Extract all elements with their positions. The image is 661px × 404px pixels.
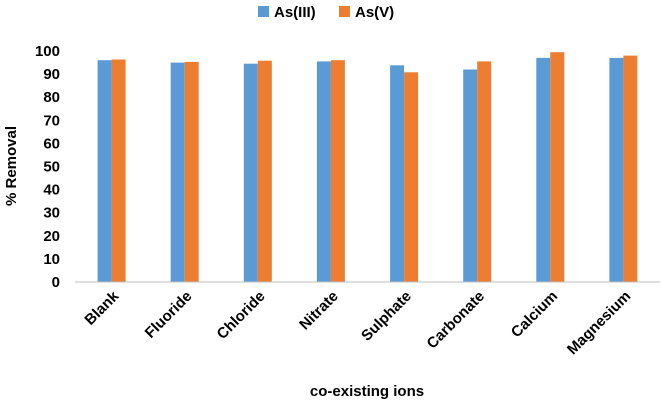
- x-axis-title: co-existing ions: [310, 383, 424, 400]
- bar-asv-nitrate: [330, 60, 345, 283]
- bar-asiii-magnesium: [609, 57, 624, 283]
- y-tick-label: 90: [43, 66, 60, 83]
- x-tick-label: Magnesium: [564, 288, 634, 358]
- legend-swatch: [339, 6, 350, 17]
- bar-asv-sulphate: [404, 72, 419, 282]
- x-tick-label: Chloride: [214, 288, 269, 343]
- bar-asv-calcium: [550, 52, 565, 283]
- bar-asv-chloride: [257, 60, 272, 283]
- legend-swatch: [258, 6, 269, 17]
- x-tick-label: Calcium: [508, 288, 561, 341]
- bar-asv-blank: [111, 59, 126, 282]
- bar-asiii-nitrate: [316, 61, 331, 283]
- y-axis-ticks: 0 10 20 30 40 50 60 70 80 90 100: [35, 43, 60, 291]
- y-axis-title: % Removal: [3, 126, 20, 206]
- x-tick-label: Nitrate: [296, 288, 342, 334]
- x-tick-label: Carbonate: [424, 288, 488, 352]
- x-tick-label: Fluoride: [142, 288, 196, 342]
- bar-asv-magnesium: [623, 55, 638, 282]
- bar-asv-fluoride: [184, 61, 199, 283]
- x-axis-tick-labels: Blank Fluoride Chloride Nitrate Sulphate Carb…: [81, 287, 634, 358]
- y-tick-label: 60: [43, 135, 60, 152]
- y-tick-label: 20: [43, 228, 60, 245]
- bars: [97, 52, 638, 283]
- bar-asiii-sulphate: [390, 65, 405, 282]
- bar-asiii-chloride: [243, 63, 258, 283]
- y-tick-label: 0: [52, 274, 60, 291]
- bar-asiii-carbonate: [463, 69, 478, 282]
- x-tick-label: Sulphate: [358, 288, 415, 345]
- x-tick-label: Blank: [81, 287, 122, 328]
- y-tick-label: 70: [43, 112, 60, 129]
- bar-asiii-fluoride: [170, 62, 185, 282]
- legend-label: As(III): [274, 4, 316, 21]
- y-tick-label: 30: [43, 205, 60, 222]
- bar-asiii-calcium: [536, 57, 551, 283]
- bar-asiii-blank: [97, 60, 112, 283]
- y-tick-label: 50: [43, 159, 60, 176]
- y-tick-label: 80: [43, 89, 60, 106]
- y-tick-label: 40: [43, 182, 60, 199]
- bar-asv-carbonate: [477, 61, 492, 283]
- legend-label: As(V): [355, 4, 394, 21]
- y-tick-label: 10: [43, 251, 60, 268]
- legend: As(III) As(V): [258, 4, 394, 21]
- y-tick-label: 100: [35, 43, 60, 60]
